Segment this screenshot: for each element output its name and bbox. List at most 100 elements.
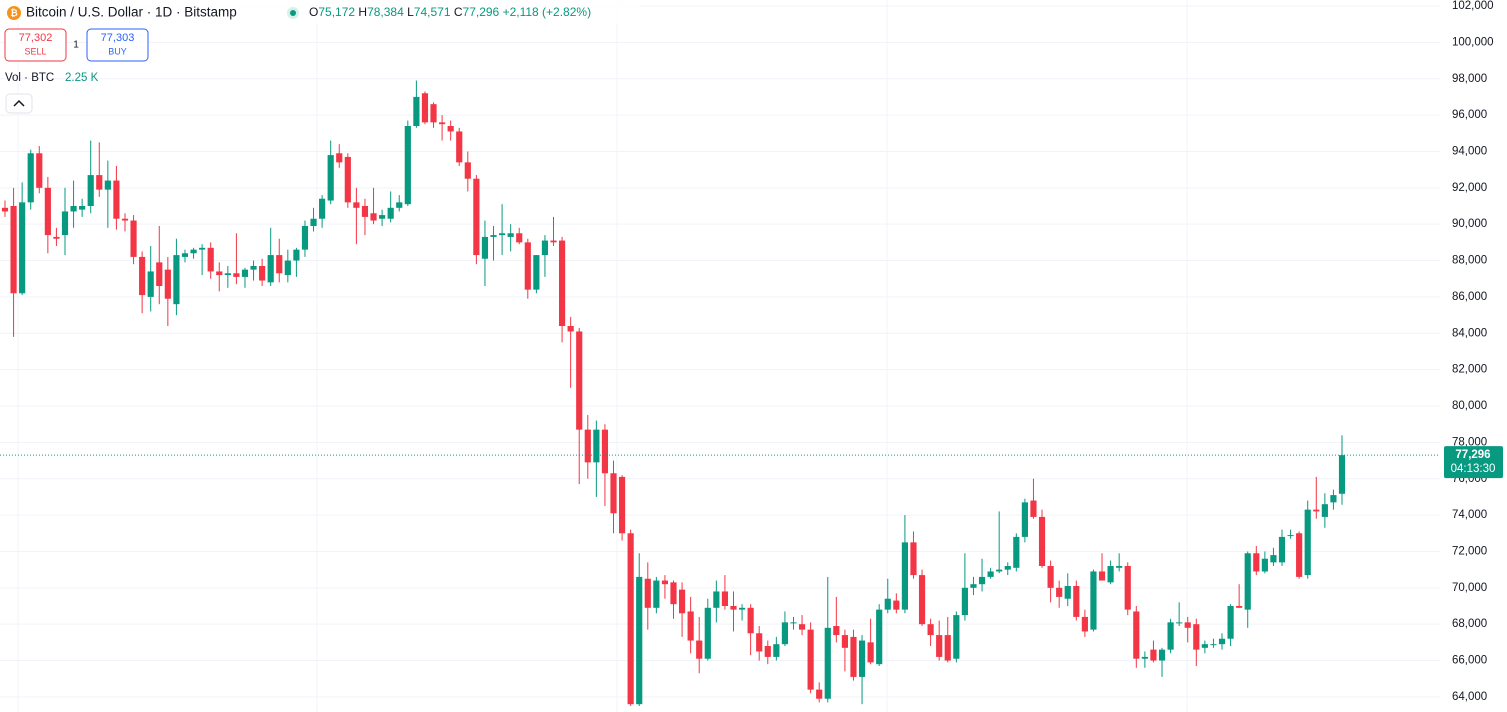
y-tick-label: 88,000 — [1452, 255, 1487, 267]
candle-body — [121, 218, 129, 221]
candle-body — [104, 180, 111, 190]
volume-value: 2.25 K — [65, 72, 99, 84]
candle-body — [259, 266, 266, 281]
candle-body — [173, 255, 180, 305]
candle-body — [147, 271, 154, 297]
candle-body — [1158, 649, 1166, 661]
candle-body — [233, 273, 240, 277]
candle-body — [996, 569, 1003, 572]
candle-body — [1270, 555, 1277, 563]
candle-body — [584, 429, 591, 463]
candle-body — [1064, 586, 1071, 599]
candle-body — [267, 255, 274, 283]
candle-body — [250, 266, 257, 270]
candle-body — [36, 153, 43, 188]
candle-body — [53, 236, 60, 239]
candle-body — [1116, 566, 1123, 568]
countdown-label: 04:13:30 — [1451, 463, 1496, 475]
buy-button[interactable] — [86, 28, 149, 62]
candle-body — [910, 542, 917, 576]
candle-body — [764, 646, 771, 657]
candle-body — [944, 635, 951, 661]
candle-body — [1193, 624, 1200, 650]
candle-body — [164, 269, 171, 299]
candle-body — [190, 249, 197, 254]
buy-label: BUY — [108, 46, 127, 56]
candle-body — [781, 622, 789, 645]
candle-body — [747, 607, 754, 634]
y-tick-label: 66,000 — [1452, 655, 1487, 667]
candle-body — [44, 187, 51, 236]
candle-body — [1338, 455, 1346, 494]
candle-body — [961, 587, 968, 616]
candle-body — [1090, 571, 1097, 630]
candle-body — [927, 624, 934, 636]
candle-body — [87, 175, 94, 206]
candle-body — [687, 611, 694, 641]
candle-body — [310, 218, 317, 226]
y-tick-label: 102,000 — [1452, 0, 1494, 12]
y-tick-label: 90,000 — [1452, 218, 1487, 230]
candle-body — [344, 156, 351, 203]
candle-body — [1176, 622, 1183, 624]
candle-body — [670, 582, 677, 605]
candle-body — [1073, 586, 1080, 617]
candle-body — [953, 615, 960, 659]
candle-body — [1004, 566, 1011, 570]
candle-body — [867, 642, 874, 663]
candle-body — [1150, 649, 1157, 661]
candle-body — [353, 202, 360, 208]
quantity: 1 — [73, 40, 79, 51]
candle-body — [618, 476, 626, 534]
axis-bg — [1440, 0, 1507, 712]
collapse-icon — [13, 99, 25, 107]
y-tick-label: 86,000 — [1452, 291, 1487, 303]
y-tick-label: 78,000 — [1452, 436, 1487, 448]
candle-body — [224, 273, 231, 276]
candle-body — [327, 155, 334, 201]
candle-body — [978, 576, 986, 585]
candle-body — [439, 122, 446, 125]
legend-bg — [0, 0, 640, 24]
candle-body — [61, 211, 69, 236]
collapse-button[interactable] — [5, 93, 33, 114]
candle-body — [404, 126, 411, 205]
grid — [0, 5, 1440, 698]
ohlc-key: L — [407, 5, 414, 19]
candle-body — [139, 256, 146, 296]
candle-body — [807, 629, 814, 690]
candle-body — [481, 236, 489, 259]
y-tick-label: 84,000 — [1452, 327, 1487, 339]
candle-body — [678, 589, 686, 614]
candle-body — [610, 473, 617, 514]
candle-body — [644, 578, 651, 608]
y-tick-label: 96,000 — [1452, 109, 1487, 121]
candle-body — [524, 242, 531, 290]
candle-body — [550, 240, 557, 243]
candle-body — [824, 627, 831, 699]
last-price-label: 77,296 — [1455, 449, 1490, 461]
candle-body — [413, 96, 420, 126]
candle-body — [833, 626, 840, 636]
candle-body — [430, 104, 437, 123]
candle-body — [816, 689, 823, 699]
candle-body — [507, 233, 514, 237]
candle-body — [1, 207, 9, 212]
candle-body — [533, 255, 540, 290]
candle-body — [421, 93, 429, 123]
candle-body — [473, 178, 480, 256]
candles — [1, 80, 1346, 706]
y-tick-label: 94,000 — [1452, 145, 1487, 157]
ohlc-value: 74,571 — [414, 5, 451, 19]
candle-body — [1056, 587, 1063, 597]
candle-body — [456, 131, 463, 163]
candle-body — [730, 606, 737, 610]
candle-body — [773, 644, 780, 657]
ohlc-key: O — [309, 5, 318, 19]
sell-button[interactable] — [4, 28, 67, 62]
candle-body — [1030, 500, 1037, 517]
bitcoin-icon — [7, 6, 21, 20]
candle-body — [936, 635, 943, 657]
candle-body — [19, 202, 26, 294]
candle-body — [713, 591, 720, 608]
